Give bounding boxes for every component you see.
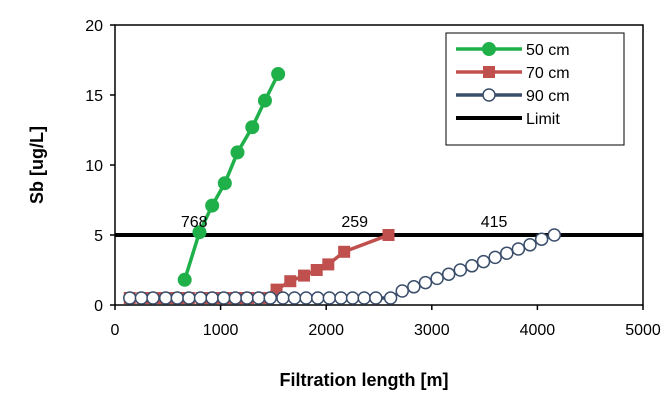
data-point-70-cm: [338, 245, 351, 258]
data-point-50-cm: [230, 145, 245, 160]
data-point-70-cm: [322, 258, 335, 271]
data-point-70-cm: [284, 275, 297, 288]
data-point-90-cm: [123, 291, 137, 305]
data-point-90-cm: [334, 291, 348, 305]
data-point-90-cm: [146, 291, 160, 305]
data-point-90-cm: [523, 238, 537, 252]
x-tick-label: 2000: [308, 322, 344, 339]
data-point-90-cm: [547, 228, 562, 242]
data-point-90-cm: [228, 291, 243, 305]
data-point-90-cm: [287, 291, 302, 305]
data-point-90-cm: [453, 263, 468, 277]
legend-marker-50-cm: [482, 42, 496, 56]
legend-item-50-cm: 50 cm: [456, 42, 570, 59]
data-point-90-cm: [534, 232, 549, 246]
data-point-90-cm: [345, 291, 360, 305]
series-50-cm: [177, 67, 286, 287]
data-point-90-cm: [134, 291, 149, 305]
data-point-90-cm: [263, 291, 277, 305]
series-line-90-cm: [129, 233, 555, 300]
data-point-70-cm: [310, 264, 323, 276]
y-tick-label: 20: [85, 18, 103, 35]
legend-item-70-cm: 70 cm: [456, 65, 570, 82]
data-point-50-cm: [205, 198, 220, 213]
data-point-50-cm: [217, 176, 232, 191]
annotation-label: 259: [341, 214, 368, 231]
data-point-90-cm: [369, 291, 383, 305]
legend-label-50-cm: 50 cm: [526, 42, 570, 59]
legend-box: [445, 32, 625, 146]
legend-label-70-cm: 70 cm: [526, 65, 570, 82]
data-point-90-cm: [383, 291, 398, 305]
data-point-90-cm: [217, 291, 231, 305]
data-point-90-cm: [476, 254, 491, 269]
series-layer: [115, 67, 643, 305]
data-point-70-cm: [382, 229, 395, 241]
data-point-50-cm: [192, 225, 207, 240]
x-tick-label: 0: [111, 322, 120, 339]
data-point-90-cm: [322, 291, 337, 305]
data-point-90-cm: [251, 291, 266, 305]
y-tick-label: 15: [85, 88, 103, 105]
series-90-cm: [123, 228, 562, 305]
data-point-90-cm: [158, 291, 173, 305]
data-point-90-cm: [511, 242, 526, 256]
data-point-50-cm: [257, 93, 272, 108]
legend-marker-90-cm: [482, 88, 496, 102]
x-tick-marks: [114, 305, 644, 310]
legend-label-90-cm: 90 cm: [526, 88, 570, 105]
y-tick-marks: [110, 24, 115, 306]
annotation-label: 415: [481, 214, 508, 231]
data-point-90-cm: [276, 291, 290, 305]
data-point-90-cm: [311, 291, 325, 305]
y-tick-label: 5: [94, 228, 103, 245]
data-point-90-cm: [299, 291, 313, 305]
y-tick-label: 10: [85, 158, 103, 175]
y-tick-label: 0: [94, 298, 103, 315]
legend-label-limit: Limit: [526, 111, 560, 128]
data-point-90-cm: [430, 271, 444, 286]
x-axis-title: Filtration length [m]: [280, 370, 449, 390]
data-point-90-cm: [488, 250, 502, 265]
data-point-90-cm: [240, 291, 254, 305]
y-tick-labels: 0 5 10 15 20: [85, 18, 103, 315]
data-point-50-cm: [271, 67, 286, 81]
legend-item-90-cm: 90 cm: [456, 88, 570, 105]
legend-marker-70-cm: [483, 66, 495, 78]
data-point-90-cm: [182, 291, 196, 305]
data-point-90-cm: [170, 291, 185, 305]
annotation-label: 768: [181, 214, 208, 231]
x-tick-label: 5000: [625, 322, 661, 339]
data-point-90-cm: [500, 246, 514, 260]
data-point-90-cm: [418, 275, 433, 290]
data-point-90-cm: [465, 259, 479, 273]
x-tick-label: 1000: [203, 322, 239, 339]
y-axis-title: Sb [ug/L]: [27, 126, 47, 204]
data-point-90-cm: [193, 291, 208, 305]
data-point-70-cm: [298, 269, 311, 282]
data-point-90-cm: [441, 267, 456, 281]
legend: 50 cm 70 cm 90 cm Limit: [445, 32, 625, 146]
series-line-70-cm: [129, 233, 390, 300]
x-tick-label: 3000: [414, 322, 450, 339]
data-point-90-cm: [205, 291, 219, 305]
x-tick-labels: 0 1000 2000 3000 4000 5000: [111, 322, 661, 339]
x-tick-label: 4000: [520, 322, 556, 339]
data-point-50-cm: [177, 272, 192, 287]
data-point-90-cm: [395, 284, 409, 298]
annotation-layer: 768 259 415: [181, 214, 508, 231]
legend-item-limit: Limit: [456, 111, 560, 128]
data-point-90-cm: [407, 280, 421, 294]
data-point-50-cm: [245, 120, 260, 135]
data-point-90-cm: [357, 291, 371, 305]
